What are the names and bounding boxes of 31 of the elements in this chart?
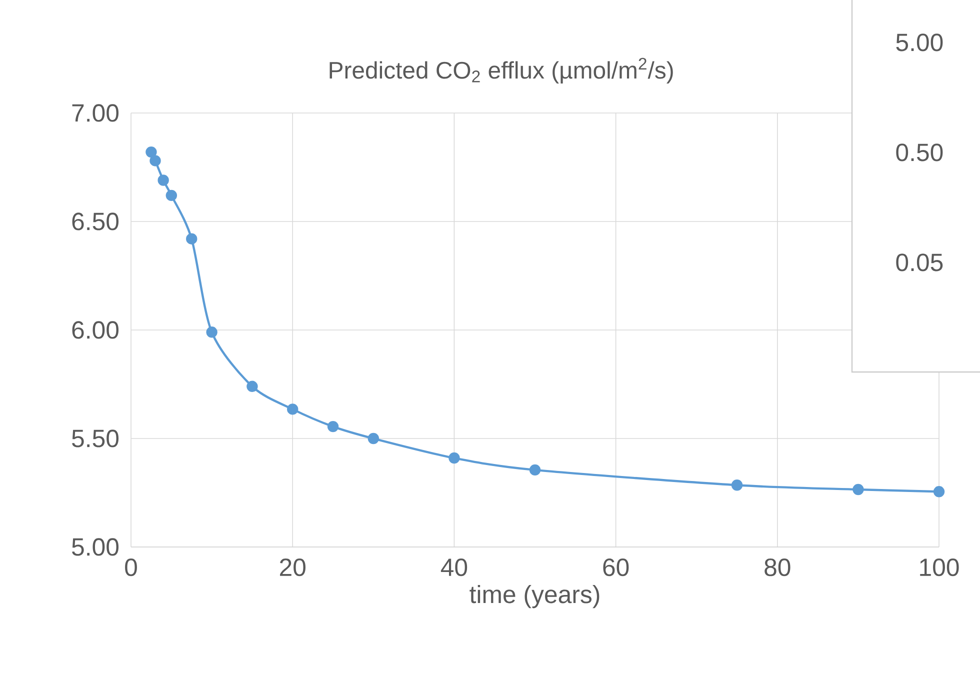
y-tick-label: 7.00 (72, 104, 119, 122)
point (246, 380, 258, 392)
chart-title: Predicted CO$_{2}$ efflux (µmol/m$^{2}$/s) (330, 58, 673, 84)
y-tick-label: 5.50 (72, 430, 119, 448)
y-tick-label: 6.50 (72, 212, 119, 230)
point (186, 233, 198, 244)
point (368, 432, 380, 444)
x-tick-label: 40 (440, 558, 468, 576)
point (166, 190, 178, 202)
point (146, 146, 157, 158)
point (150, 155, 161, 166)
x-tick-label: 100 (920, 558, 959, 576)
x-axis-title: time (years) (470, 584, 600, 608)
point (327, 420, 339, 432)
x-tick-label: 60 (603, 558, 629, 576)
point (933, 486, 945, 498)
x-tick-label: 20 (280, 558, 306, 576)
point (852, 484, 864, 496)
point (731, 480, 743, 491)
point (448, 452, 460, 464)
x-tick-label: 80 (764, 558, 790, 576)
y-tick-label: 5.00 (72, 538, 119, 556)
point (287, 404, 298, 415)
point (206, 326, 218, 338)
point (158, 174, 169, 186)
point (529, 464, 541, 476)
text: 5.00 (896, 34, 943, 52)
y-tick-label: 6.00 (72, 321, 119, 339)
x-tick-label: 0 (125, 558, 137, 576)
annotation: 0.05 (896, 254, 943, 272)
annotation: 0.50 (896, 144, 943, 162)
